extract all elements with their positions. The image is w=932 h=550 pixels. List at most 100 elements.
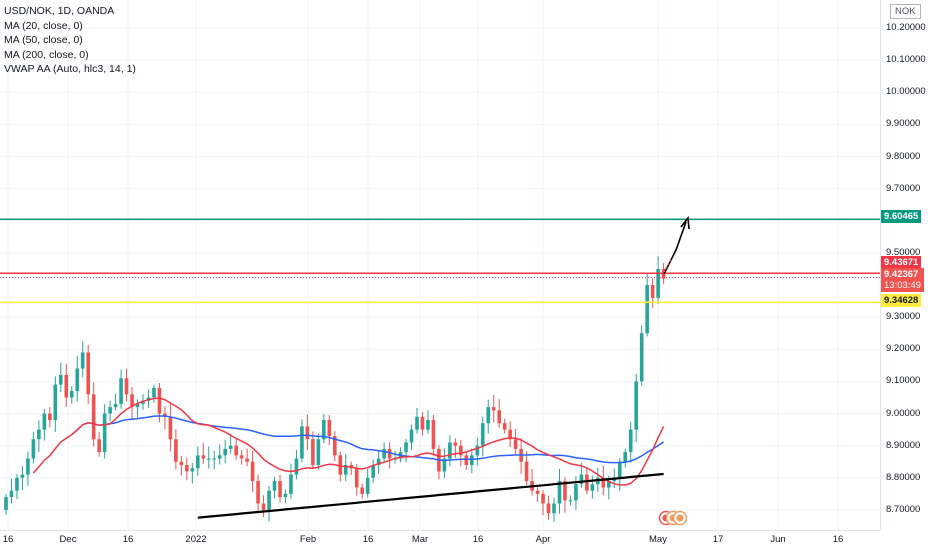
candle-body [431, 419, 436, 449]
candle-body [59, 375, 63, 385]
y-tick-label: 9.90000 [886, 118, 921, 130]
candle-body [228, 445, 233, 449]
candle-body [420, 416, 425, 430]
y-tick-label: 10.10000 [886, 54, 926, 66]
candle-body [327, 419, 332, 437]
candle-body [574, 484, 578, 501]
candle-body [256, 481, 260, 504]
y-tick-label: 8.80000 [886, 471, 921, 483]
x-tick-label: 2022 [185, 534, 207, 545]
candle-body [415, 416, 419, 430]
candle-body [53, 384, 58, 420]
time-axis[interactable]: 16 Dec 16 2022 Feb 16 Mar 16 Apr May 17 Jun 16 [0, 530, 880, 550]
candle-body [634, 381, 638, 430]
candle-body [124, 378, 129, 395]
candle-body [20, 474, 25, 478]
candle-body [250, 461, 255, 482]
candle-body [448, 442, 452, 459]
candle-body [541, 493, 545, 504]
chart-plot-area[interactable]: USD/NOK, 1D, OANDA MA (20, close, 0) MA … [0, 0, 880, 530]
indicator-vwap[interactable]: VWAP AA (Auto, hlc3, 14, 1) [4, 63, 136, 75]
x-tick-label: Feb [299, 534, 317, 545]
candle-body [97, 439, 101, 453]
x-tick-label: Apr [535, 534, 551, 545]
candle-body [387, 448, 392, 459]
arrow-head-icon [680, 215, 690, 230]
candle-body [102, 413, 107, 453]
candle-body [294, 458, 299, 475]
candle-body [623, 452, 628, 462]
candle-body [217, 455, 222, 459]
indicator-ma20[interactable]: MA (20, close, 0) [4, 19, 83, 32]
candle-body [261, 503, 266, 510]
x-tick-label: 16 [472, 534, 484, 545]
candle-body [404, 442, 408, 453]
candle-body [152, 387, 156, 398]
candle-body [409, 429, 414, 443]
ma20-line [32, 397, 665, 486]
candle-body [86, 352, 90, 395]
indicator-ma200[interactable]: MA (200, close, 0) [4, 48, 89, 61]
candle-body [546, 503, 551, 514]
candle-body [650, 285, 655, 298]
y-tick-label: 9.00000 [886, 407, 921, 419]
ma200-line [197, 472, 664, 519]
projection-arrow [663, 221, 687, 275]
candle-body [601, 477, 606, 488]
candle-body [382, 448, 386, 459]
candle-body [338, 455, 343, 475]
candle-body [486, 407, 491, 424]
candle-body [42, 413, 47, 430]
ma50-line [71, 415, 665, 464]
candle-body [360, 487, 364, 494]
candle-body [300, 426, 304, 459]
candle-body [343, 464, 348, 475]
yellow-level-tag: 9.34628 [881, 294, 922, 307]
y-tick-label: 9.70000 [886, 182, 921, 194]
candle-body [639, 333, 644, 382]
candle-body [365, 477, 370, 494]
symbol-line[interactable]: USD/NOK, 1D, OANDA [4, 5, 115, 17]
candle-body [185, 464, 189, 472]
price-tag-value: 9.42367 [884, 269, 919, 280]
x-tick-label: 16 [362, 534, 374, 545]
candle-body [31, 439, 36, 459]
candle-body [475, 445, 480, 456]
y-tick-label: 8.70000 [886, 503, 921, 515]
candle-body [535, 490, 540, 494]
event-flag-dot [676, 514, 684, 522]
candle-body [464, 455, 469, 465]
candle-body [508, 429, 512, 440]
candle-body [459, 445, 463, 456]
candle-body [113, 403, 118, 408]
candle-body [289, 474, 293, 494]
chart-legend: USD/NOK, 1D, OANDA MA (20, close, 0) MA … [4, 4, 136, 77]
x-tick-label: 17 [712, 534, 724, 545]
candle-body [333, 436, 337, 456]
candle-body [174, 439, 178, 462]
indicator-ma50[interactable]: MA (50, close, 0) [4, 34, 83, 46]
currency-label[interactable]: NOK [890, 4, 921, 19]
candle-body [239, 455, 244, 459]
candle-body [267, 490, 271, 510]
candle-body [278, 481, 282, 498]
candle-body [130, 394, 134, 408]
candle-body [617, 461, 622, 478]
candle-body [656, 268, 660, 298]
candle-body [196, 455, 200, 469]
y-tick-label: 9.20000 [886, 343, 921, 355]
candle-body [15, 477, 19, 491]
candle-body [108, 407, 112, 414]
candle-body [212, 458, 217, 460]
candle-body [48, 413, 52, 420]
candle-body [37, 429, 41, 440]
candle-body [234, 445, 238, 456]
candle-body [80, 352, 85, 369]
candle-body [371, 464, 375, 478]
candle-body [376, 458, 381, 465]
candle-body [513, 439, 518, 449]
red-level-tag: 9.43671 [881, 256, 922, 269]
candle-body [163, 413, 167, 417]
price-axis[interactable]: 10.20000 10.10000 10.00000 9.90000 9.80000 9.… [880, 0, 932, 530]
candle-body [26, 458, 30, 475]
